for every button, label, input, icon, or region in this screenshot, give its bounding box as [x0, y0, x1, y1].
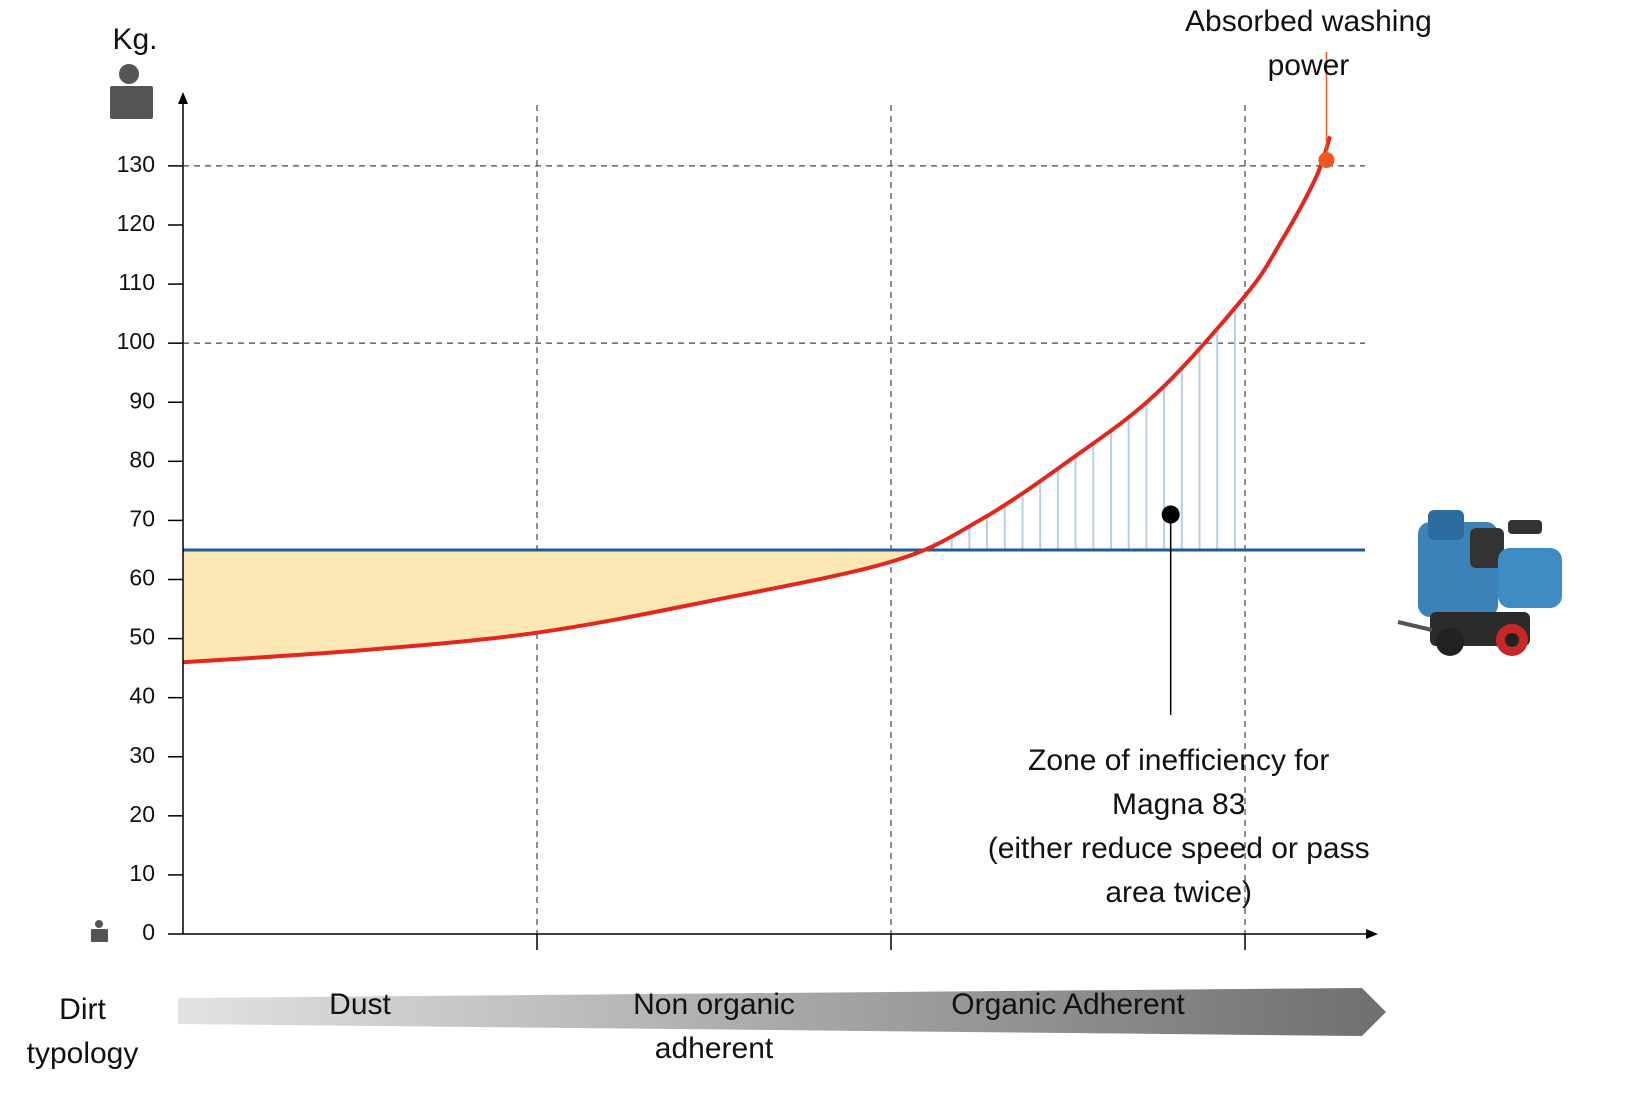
y-tick-label: 50 [129, 624, 155, 650]
marks-layer [182, 135, 1365, 665]
y-tick-label: 100 [117, 328, 155, 354]
y-tick-label: 30 [129, 742, 155, 768]
category-label: Organic Adherent [951, 988, 1185, 1021]
y-tick-label: 120 [117, 210, 155, 236]
annotation-point [1161, 505, 1180, 524]
annotation-point [1318, 151, 1335, 168]
y-tick-label: 70 [129, 505, 155, 531]
y-axis-arrow [178, 92, 188, 104]
x-axis-label: Dirt typology [26, 993, 139, 1070]
y-tick-label: 130 [117, 151, 155, 177]
y-tick-label: 10 [129, 860, 155, 886]
y-tick-label: 90 [129, 387, 155, 413]
washing-power-curve [182, 135, 1332, 665]
y-tick-label: 0 [142, 919, 155, 945]
heavy-weight-icon [110, 64, 153, 119]
category-label: Dust [329, 988, 391, 1021]
dirt-typology-arrow [178, 988, 1386, 1036]
light-weight-icon [91, 920, 108, 942]
y-tick-label: 80 [129, 446, 155, 472]
y-tick-label: 40 [129, 683, 155, 709]
y-tick-label: 60 [129, 565, 155, 591]
annotation-text: Zone of inefficiency for [1028, 744, 1330, 777]
y-tick-label: 110 [118, 269, 155, 295]
x-axis-arrow [1366, 929, 1378, 939]
y-axis-label: Kg. [112, 23, 158, 56]
y-tick-label: 20 [129, 801, 155, 827]
surplus-area [183, 549, 917, 663]
annotation-text: Magna 83 [1111, 788, 1246, 821]
background-layer [183, 105, 1365, 934]
annotation-text: area twice) [1105, 876, 1253, 909]
annotation-text: Absorbed washing power [1185, 5, 1432, 82]
category-label: Non organic adherent [633, 988, 795, 1065]
annotation-text: (either reduce speed or pass [987, 832, 1370, 865]
scrubber-machine-icon [1397, 510, 1562, 656]
